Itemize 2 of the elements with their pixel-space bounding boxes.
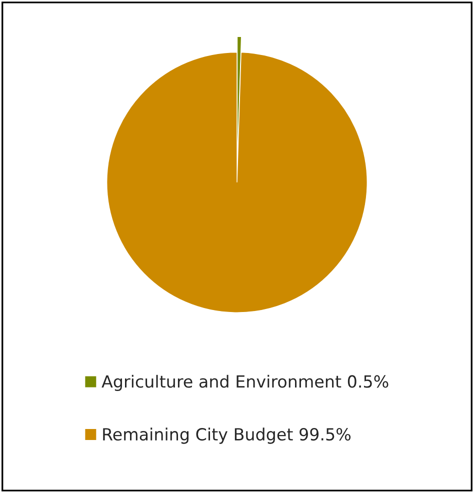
legend-label: Remaining City Budget 99.5% xyxy=(103,428,351,444)
legend-label: Agriculture and Environment 0.5% xyxy=(102,374,388,392)
